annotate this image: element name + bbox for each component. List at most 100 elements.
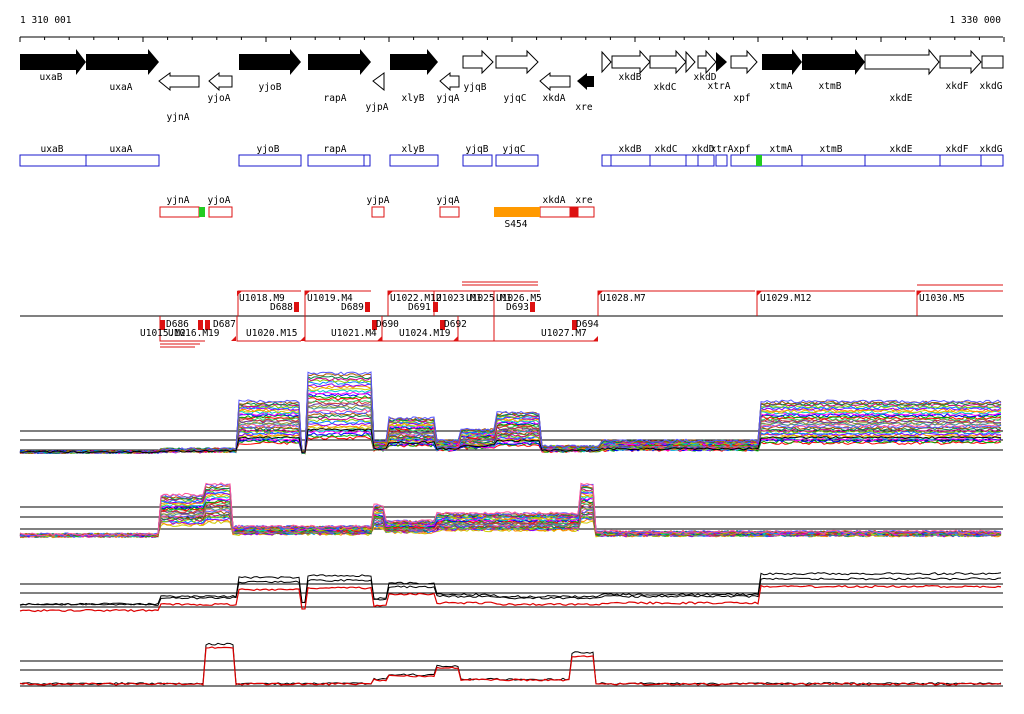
gene-label: yjnA: [167, 112, 190, 123]
segment-label[interactable]: U1019.M4: [307, 293, 353, 304]
tu-label: xkdE: [890, 144, 913, 155]
segment-label[interactable]: U1029.M12: [760, 293, 811, 304]
tu-xkdG[interactable]: xkdG: [980, 144, 1004, 167]
breakpoint-label[interactable]: D688: [270, 302, 293, 313]
gene-yjqB[interactable]: yjqB: [462, 49, 494, 93]
tu-yjqA[interactable]: yjqA: [437, 195, 460, 218]
tu-label: xlyB: [402, 144, 425, 155]
transcript-track-red: yjnA yjoA yjpA yjqA xkdA xre S454: [159, 195, 595, 230]
gene-rapA[interactable]: rapA: [308, 49, 371, 104]
tu-xtrA[interactable]: xtrA: [711, 144, 734, 167]
gene-xtmB[interactable]: xtmB: [802, 49, 865, 92]
segment-label[interactable]: U1027.M7: [541, 328, 587, 339]
breakpoint-label[interactable]: D691: [408, 302, 431, 313]
segment-label[interactable]: U1020.M15: [246, 328, 297, 339]
segment-label[interactable]: U1016.M19: [168, 328, 220, 339]
expression-panel-3: [19, 572, 1003, 613]
tu-yjoB[interactable]: yjoB: [238, 144, 302, 167]
breakpoint-label[interactable]: D689: [341, 302, 364, 313]
tu-label: xkdF: [946, 144, 969, 155]
tu-xkdF[interactable]: xkdF: [939, 144, 982, 167]
gene-xpf[interactable]: xpf: [730, 49, 758, 104]
ruler-ticks: [19, 37, 1005, 42]
gene-yjoB[interactable]: yjoB: [239, 49, 301, 93]
breakpoint-label[interactable]: D686: [166, 319, 189, 330]
gene-label: yjqC: [504, 93, 527, 104]
gene-xkdC[interactable]: xkdC: [649, 49, 696, 93]
segment-label[interactable]: U1018.M9: [239, 293, 285, 304]
tu-xkdC[interactable]: xkdC: [649, 144, 687, 167]
tu-label: xtmB: [820, 144, 843, 155]
lower-segment-labels: U1015.M2 U1016.M19 U1020.M15 U1021.M4 U1…: [140, 319, 599, 339]
gene-yjqA[interactable]: yjqA: [437, 71, 460, 104]
segment-label[interactable]: U1030.M5: [919, 293, 965, 304]
s-feature[interactable]: S454: [494, 207, 540, 230]
gene-label: xkdC: [654, 82, 677, 93]
gene-xkdD[interactable]: xkdD: [694, 49, 717, 83]
gene-xkdG[interactable]: xkdG: [980, 55, 1004, 92]
breakpoint-label[interactable]: D693: [506, 302, 529, 313]
gene-xkdB[interactable]: xkdB: [601, 49, 651, 83]
breakpoint-label[interactable]: D692: [444, 319, 467, 330]
gene-xkdA[interactable]: xkdA: [539, 71, 571, 104]
breakpoint-label[interactable]: D694: [576, 319, 599, 330]
tu-label: yjpA: [367, 195, 390, 206]
segment-label[interactable]: U1026.M5: [496, 293, 542, 304]
tu-xtmB[interactable]: xtmB: [801, 144, 866, 167]
tu-label: uxaA: [110, 144, 133, 155]
gene-yjoA[interactable]: yjoA: [208, 71, 233, 104]
gene-xlyB[interactable]: xlyB: [390, 49, 438, 104]
segment-label[interactable]: U1015.M2: [140, 328, 186, 339]
gene-label: xkdD: [694, 72, 717, 83]
gene-label: uxaA: [110, 82, 133, 93]
gene-uxaA[interactable]: uxaA: [86, 49, 159, 93]
tu-xkdA[interactable]: xkdA: [539, 195, 571, 218]
gene-yjnA[interactable]: yjnA: [158, 72, 200, 123]
end-coordinate: 1 330 000: [950, 15, 1002, 26]
tu-xtmA[interactable]: xtmA: [756, 144, 803, 167]
expression-panel-2: [19, 482, 1003, 539]
tu-xkdB[interactable]: xkdB: [601, 144, 651, 167]
tu-uxaB[interactable]: uxaB: [19, 144, 87, 167]
tu-yjoA[interactable]: yjoA: [208, 195, 233, 218]
expression-panel-4: [19, 642, 1003, 687]
tu-xre[interactable]: xre: [570, 195, 595, 218]
s-feature-label: S454: [505, 219, 528, 230]
tu-uxaA[interactable]: uxaA: [85, 144, 160, 167]
gene-yjpA[interactable]: yjpA: [366, 72, 389, 113]
tu-yjqB[interactable]: yjqB: [462, 144, 493, 167]
tu-label: rapA: [324, 144, 347, 155]
breakpoint-label[interactable]: D690: [376, 319, 399, 330]
tu-label: uxaB: [41, 144, 64, 155]
tu-label: yjnA: [167, 195, 190, 206]
tu-yjnA[interactable]: yjnA: [159, 195, 200, 218]
gene-xkdF[interactable]: xkdF: [939, 49, 982, 92]
gene-yjqC[interactable]: yjqC: [495, 49, 539, 104]
tu-xpf[interactable]: xpf: [730, 144, 758, 167]
gene-label: xtrA: [708, 81, 731, 92]
tu-rapA[interactable]: rapA: [307, 144, 371, 167]
gene-label: xlyB: [402, 93, 425, 104]
segment-label[interactable]: U1022.M12: [390, 293, 441, 304]
transcript-track-blue: uxaB uxaA yjoB rapA xlyB yjqB yjqC xkdB …: [19, 144, 1004, 167]
tu-xlyB[interactable]: xlyB: [389, 144, 439, 167]
gene-xkdE[interactable]: xkdE: [864, 48, 940, 104]
gene-label: xre: [575, 102, 592, 113]
segment-label[interactable]: U1028.M7: [600, 293, 646, 304]
tu-xkdD[interactable]: xkdD: [685, 144, 715, 167]
gene-uxaB[interactable]: uxaB: [20, 49, 86, 83]
gene-xtrA[interactable]: xtrA: [708, 52, 731, 92]
gene-xtmA[interactable]: xtmA: [762, 49, 802, 92]
segment-label[interactable]: U1024.M19: [399, 328, 451, 339]
tu-yjpA[interactable]: yjpA: [367, 195, 390, 218]
gene-xre[interactable]: xre: [575, 73, 594, 113]
segment-label[interactable]: U1021.M4: [331, 328, 377, 339]
gene-label: xtmA: [770, 81, 793, 92]
breakpoint-label[interactable]: D687: [213, 319, 236, 330]
segment-label[interactable]: U1025.M1: [466, 293, 512, 304]
expression-panel-1: [19, 371, 1003, 455]
segment-label[interactable]: U1023.M1: [436, 293, 482, 304]
tu-yjqC[interactable]: yjqC: [495, 144, 539, 167]
tu-xkdE[interactable]: xkdE: [864, 144, 941, 167]
